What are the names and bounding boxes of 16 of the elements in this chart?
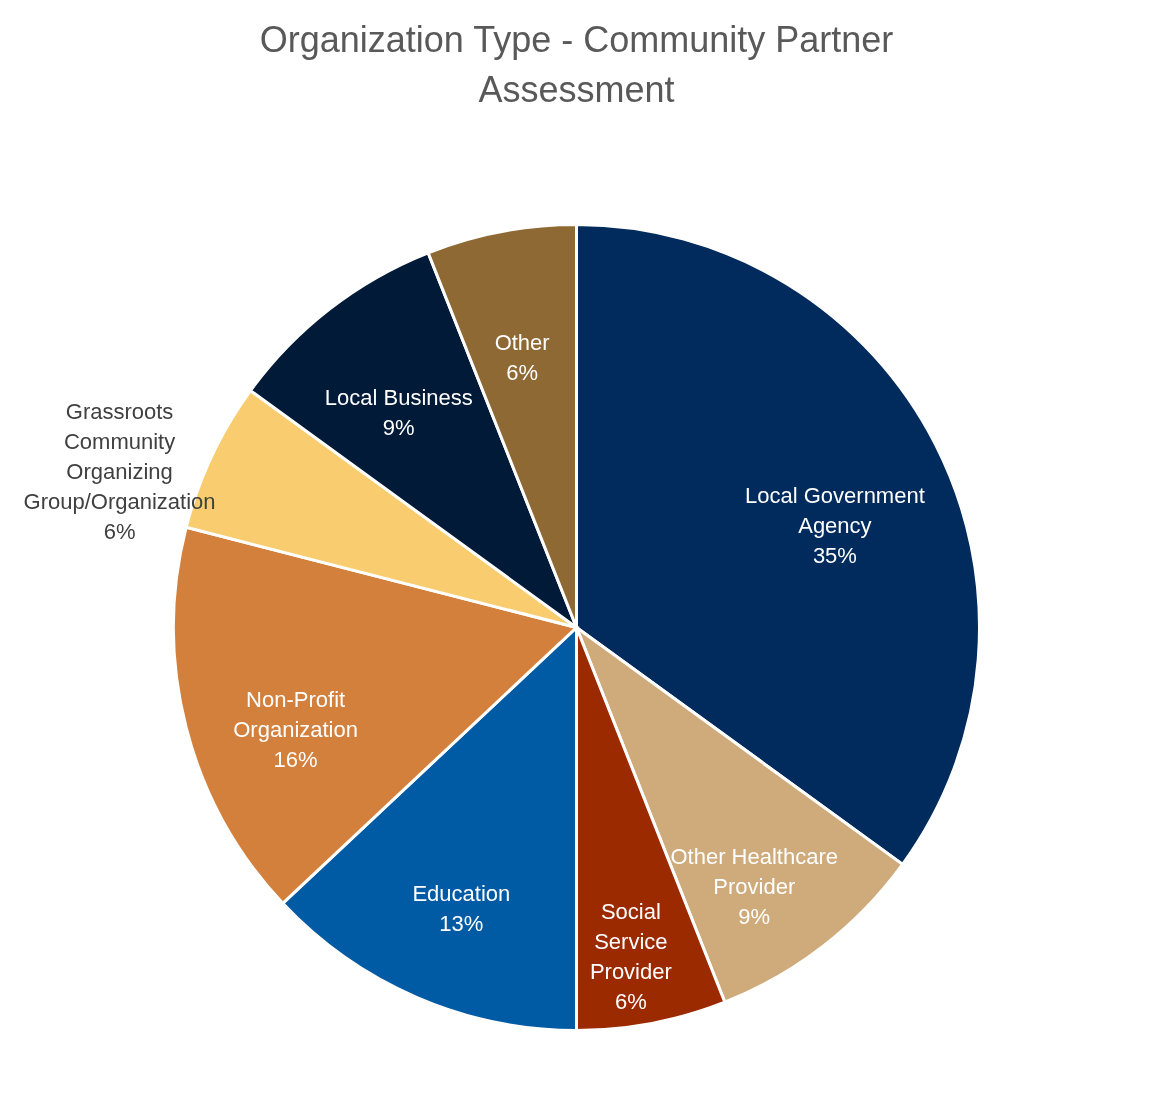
slice-label: Education [412, 880, 511, 906]
slice-label: Social Service Provider [589, 899, 672, 985]
data-label: 16% [273, 746, 318, 772]
data-label: 13% [439, 910, 484, 936]
data-label: 9% [738, 903, 771, 929]
data-label: 6% [103, 519, 136, 545]
slice-label: Local Business [324, 385, 473, 411]
slice-label: Local Government Agency [745, 482, 925, 538]
data-label: 6% [506, 359, 539, 385]
slice-label: Non-Profit Organization [233, 686, 358, 742]
chart-title: Organization Type - Community Partner Assessment [259, 19, 894, 110]
data-label: 6% [614, 989, 647, 1015]
slice-label: Other [494, 329, 550, 355]
data-label: 9% [382, 415, 415, 441]
data-label: 35% [812, 542, 857, 568]
slice-label: Other Healthcare Provider [670, 843, 839, 899]
